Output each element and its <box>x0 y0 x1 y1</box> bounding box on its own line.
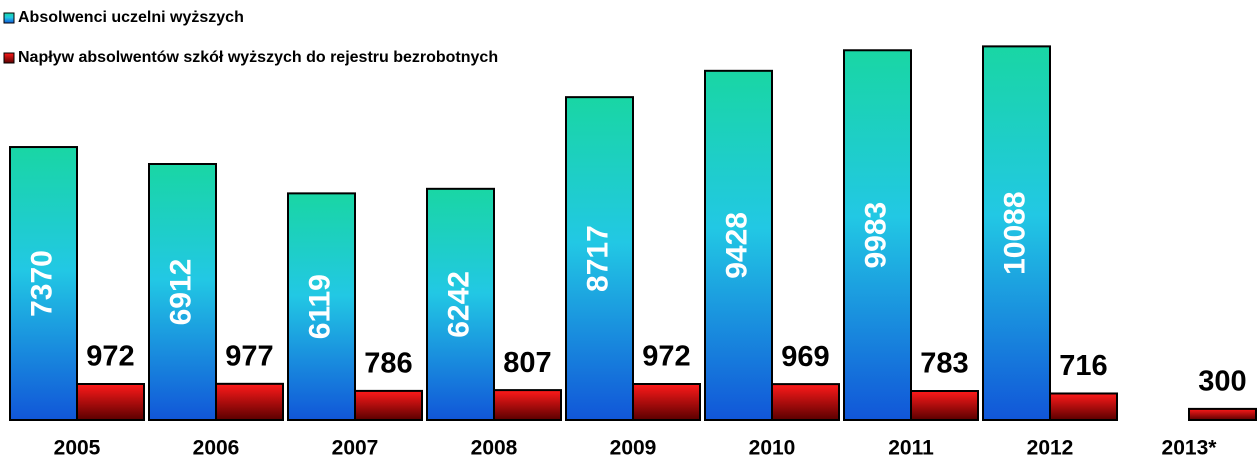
data-label: 783 <box>920 348 968 380</box>
bar <box>287 192 356 421</box>
bar <box>771 383 840 422</box>
data-label: 969 <box>781 341 829 373</box>
data-label: 972 <box>86 341 134 373</box>
bar <box>76 383 145 421</box>
data-label: 6119 <box>303 274 336 339</box>
bar <box>843 49 912 422</box>
legend-label: Absolwenci uczelni wyższych <box>18 9 244 26</box>
data-label: 8717 <box>581 225 614 292</box>
data-label: 977 <box>225 340 273 372</box>
legend-swatch <box>3 52 15 64</box>
data-label: 972 <box>642 341 690 373</box>
bar <box>215 382 284 422</box>
x-tick-label: 2006 <box>193 437 240 460</box>
bar <box>565 96 634 421</box>
bar <box>1049 392 1118 421</box>
bar <box>148 163 217 421</box>
bar <box>9 146 78 421</box>
bar <box>910 390 979 421</box>
legend-label: Napływ absolwentów szkół wyższych do rej… <box>18 49 498 66</box>
data-label: 6912 <box>164 259 197 326</box>
bar <box>704 69 773 421</box>
data-label: 7370 <box>25 250 58 317</box>
data-label: 786 <box>364 348 412 380</box>
x-tick-label: 2011 <box>888 437 934 460</box>
data-label: 9983 <box>859 202 892 269</box>
x-tick-label: 2013* <box>1162 437 1218 460</box>
bar <box>1188 407 1257 421</box>
data-label: 10088 <box>998 191 1031 274</box>
bar <box>493 389 562 422</box>
x-tick-label: 2007 <box>332 437 379 460</box>
x-tick-label: 2009 <box>610 437 657 460</box>
legend-swatch <box>3 12 15 24</box>
x-tick-label: 2012 <box>1027 437 1074 460</box>
bar <box>354 389 423 421</box>
x-tick-label: 2008 <box>471 437 518 460</box>
data-label: 716 <box>1059 350 1107 382</box>
x-tick-label: 2010 <box>749 437 796 460</box>
x-tick-label: 2005 <box>54 437 101 460</box>
data-label: 6242 <box>442 271 475 338</box>
data-label: 300 <box>1198 366 1246 398</box>
bar <box>426 187 495 421</box>
bar <box>632 383 701 421</box>
bar <box>982 45 1051 422</box>
data-label: 807 <box>503 347 551 379</box>
data-label: 9428 <box>720 212 753 279</box>
